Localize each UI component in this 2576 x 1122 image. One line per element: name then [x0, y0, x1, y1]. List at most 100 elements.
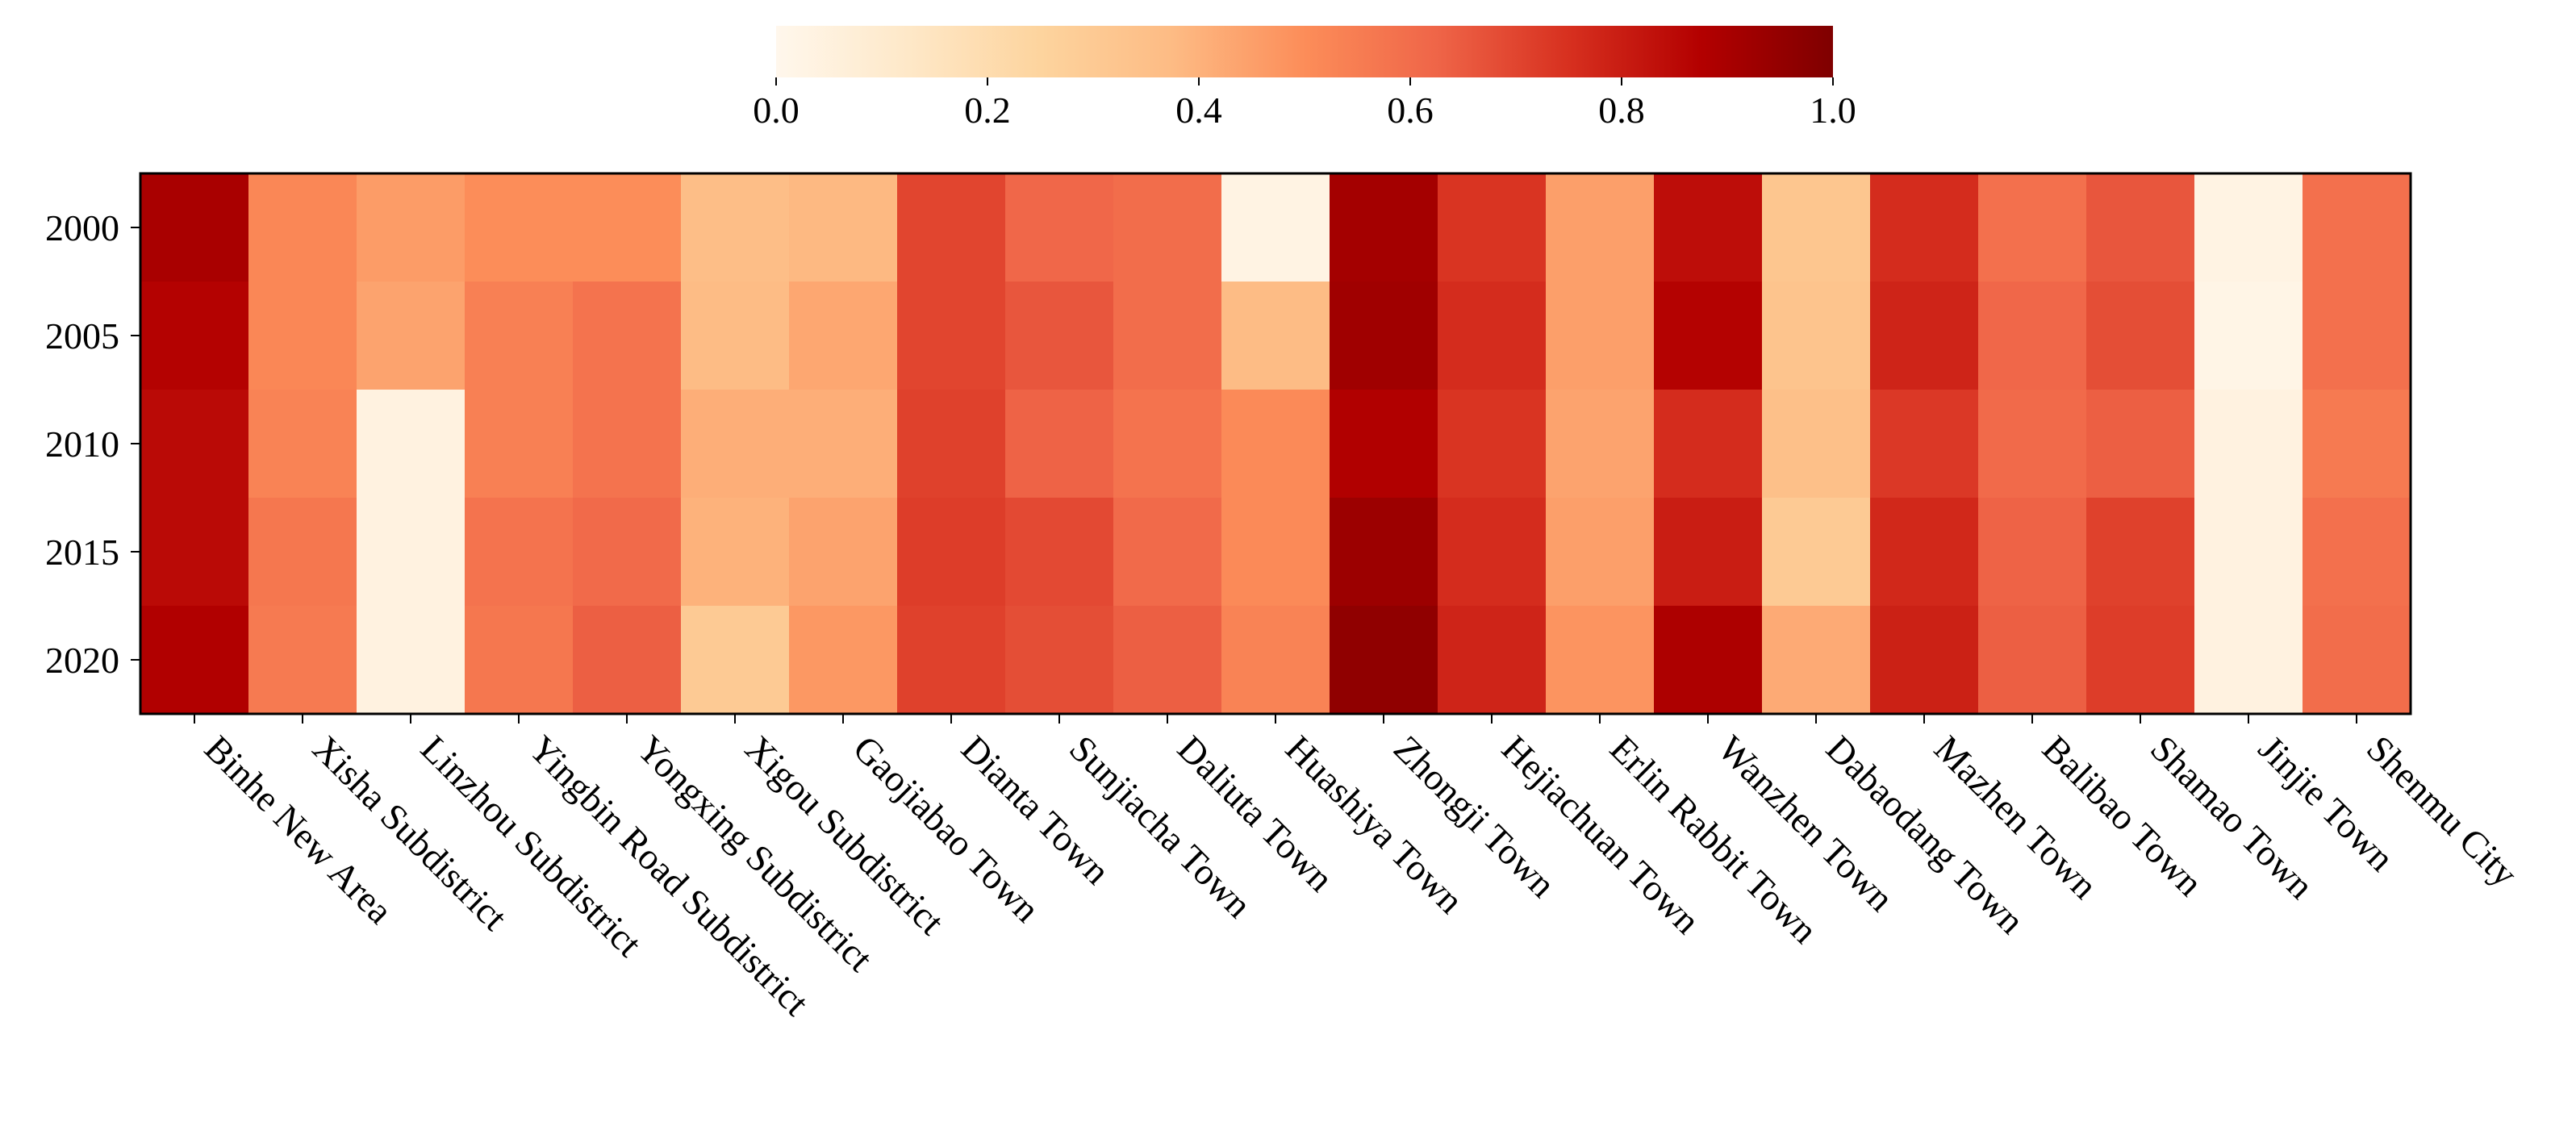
heatmap-cell: [2194, 173, 2303, 282]
heatmap-cell: [357, 498, 466, 607]
heatmap-cell: [681, 173, 790, 282]
heatmap-cell: [1330, 173, 1438, 282]
heatmap-cells: [140, 173, 2411, 715]
heatmap-cell: [1113, 173, 1222, 282]
heatmap-cell: [2303, 390, 2411, 498]
heatmap-cell: [1330, 498, 1438, 607]
x-tick-label: Hejiachuan Town: [1494, 728, 1708, 941]
heatmap-cell: [1762, 173, 1871, 282]
heatmap-cell: [1005, 390, 1114, 498]
heatmap-cell: [897, 498, 1006, 607]
heatmap-cell: [1978, 173, 2087, 282]
heatmap-cell: [1546, 282, 1655, 390]
heatmap-cell: [1762, 498, 1871, 607]
heatmap-cell: [1113, 498, 1222, 607]
heatmap-cell: [573, 390, 682, 498]
heatmap-cell: [1762, 606, 1871, 715]
heatmap-cell: [789, 282, 898, 390]
heatmap-cell: [465, 498, 574, 607]
x-tick-label: Shenmu City: [2359, 728, 2526, 895]
heatmap-cell: [1113, 282, 1222, 390]
heatmap-cell: [681, 282, 790, 390]
heatmap-cell: [140, 282, 249, 390]
colorbar-tick-label: 1.0: [1810, 90, 1856, 131]
y-tick-label: 2015: [45, 532, 119, 573]
y-tick-label: 2010: [45, 423, 119, 465]
heatmap-cell: [1005, 606, 1114, 715]
heatmap-cell: [789, 173, 898, 282]
heatmap-cell: [2194, 606, 2303, 715]
heatmap-cell: [573, 498, 682, 607]
heatmap-cell: [465, 282, 574, 390]
heatmap-cell: [465, 390, 574, 498]
heatmap-cell: [248, 606, 357, 715]
heatmap-cell: [1762, 390, 1871, 498]
heatmap-cell: [357, 390, 466, 498]
heatmap-cell: [1978, 498, 2087, 607]
heatmap-cell: [1221, 606, 1330, 715]
colorbar-ticks: 0.0 0.2 0.4 0.6 0.8 1.0: [753, 77, 1856, 131]
heatmap-cell: [140, 498, 249, 607]
heatmap-cell: [140, 606, 249, 715]
heatmap-cell: [789, 498, 898, 607]
heatmap-cell: [248, 390, 357, 498]
heatmap-cell: [1546, 173, 1655, 282]
heatmap-cell: [2086, 282, 2195, 390]
x-tick-label: Xigou Subdistrict: [737, 728, 953, 943]
heatmap-cell: [1113, 390, 1222, 498]
heatmap-cell: [1870, 498, 1979, 607]
heatmap-cell: [2194, 390, 2303, 498]
heatmap-cell: [248, 173, 357, 282]
heatmap-cell: [1546, 390, 1655, 498]
heatmap-cell: [897, 282, 1006, 390]
heatmap-cell: [2303, 606, 2411, 715]
heatmap-cell: [1438, 173, 1547, 282]
heatmap-cell: [2303, 173, 2411, 282]
heatmap-cell: [248, 498, 357, 607]
heatmap-cell: [573, 282, 682, 390]
heatmap-cell: [465, 606, 574, 715]
heatmap-cell: [2086, 498, 2195, 607]
heatmap-cell: [1978, 390, 2087, 498]
heatmap-cell: [140, 390, 249, 498]
heatmap-cell: [1654, 390, 1763, 498]
colorbar-tick-label: 0.0: [753, 90, 800, 131]
heatmap-cell: [248, 282, 357, 390]
heatmap-cell: [897, 390, 1006, 498]
heatmap-cell: [1978, 606, 2087, 715]
x-tick-label: Dabaodang Town: [1818, 728, 2032, 941]
heatmap-cell: [1005, 282, 1114, 390]
heatmap-cell: [2194, 282, 2303, 390]
heatmap-cell: [357, 606, 466, 715]
heatmap-cell: [573, 173, 682, 282]
heatmap-cell: [1221, 390, 1330, 498]
heatmap-cell: [681, 606, 790, 715]
heatmap-cell: [1005, 498, 1114, 607]
heatmap-cell: [1221, 173, 1330, 282]
heatmap-cell: [1438, 282, 1547, 390]
heatmap-cell: [1870, 282, 1979, 390]
colorbar-gradient: [776, 26, 1833, 77]
heatmap-cell: [1221, 282, 1330, 390]
heatmap-cell: [2194, 498, 2303, 607]
heatmap-cell: [1870, 390, 1979, 498]
colorbar-tick-label: 0.6: [1387, 90, 1434, 131]
x-tick-label: Sunjiacha Town: [1062, 728, 1259, 925]
heatmap-cell: [2303, 282, 2411, 390]
heatmap-cell: [1330, 282, 1438, 390]
heatmap-cell: [2086, 390, 2195, 498]
heatmap-cell: [1005, 173, 1114, 282]
heatmap-cell: [1330, 606, 1438, 715]
x-tick-label: Binhe New Area: [197, 728, 401, 932]
heatmap-cell: [1330, 390, 1438, 498]
heatmap-cell: [1762, 282, 1871, 390]
heatmap-cell: [1438, 498, 1547, 607]
heatmap-cell: [465, 173, 574, 282]
y-tick-label: 2005: [45, 315, 119, 357]
colorbar: 0.0 0.2 0.4 0.6 0.8 1.0: [753, 26, 1856, 131]
heatmap-cell: [2303, 498, 2411, 607]
heatmap-cell: [789, 606, 898, 715]
colorbar-tick-label: 0.4: [1175, 90, 1222, 131]
heatmap-cell: [2086, 606, 2195, 715]
